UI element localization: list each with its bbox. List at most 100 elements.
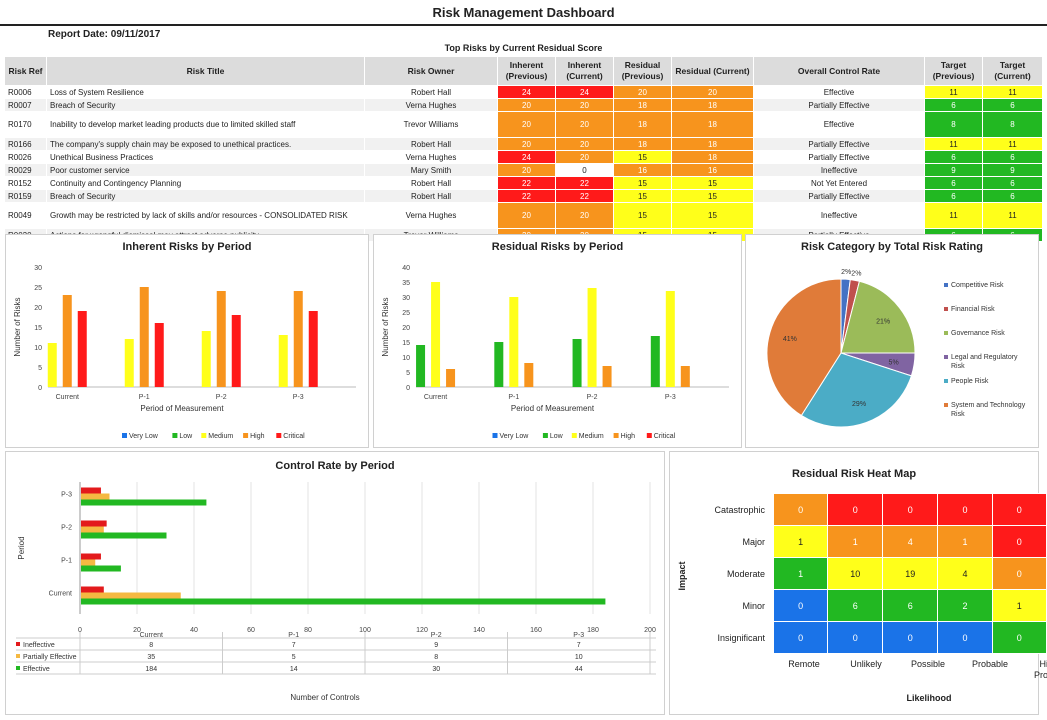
legend-swatch bbox=[944, 331, 948, 335]
table-cell: 24 bbox=[497, 85, 556, 99]
inherent-risks-chart: 0 5 10 15 20 25 30 Current P-1 P-2 P-3 Period of Me… bbox=[13, 265, 356, 440]
table-cell: 24 bbox=[555, 85, 614, 99]
legend-label-cont: Risk bbox=[951, 363, 965, 370]
x-tick-label: P-2 bbox=[216, 394, 227, 401]
table-cell: 24 bbox=[497, 150, 556, 164]
table-cell: The company's supply chain may be expose… bbox=[46, 137, 365, 151]
heatmap-cell: 4 bbox=[882, 525, 939, 558]
table-cell: Loss of System Resilience bbox=[46, 85, 365, 99]
column-header: Inherent (Current) bbox=[555, 56, 614, 86]
bar-medium bbox=[47, 343, 57, 387]
bar-low bbox=[650, 336, 660, 387]
table-cell: Verna Hughes bbox=[364, 202, 498, 229]
table-cell: 6 bbox=[982, 189, 1043, 203]
y-tick-label: Current bbox=[49, 591, 72, 598]
x-tick-label: P-3 bbox=[293, 394, 304, 401]
table-cell: 15 bbox=[613, 202, 672, 229]
legend-label: Legal and Regulatory bbox=[951, 354, 1018, 361]
heatmap-likelihood-label: Likelihood bbox=[906, 693, 952, 703]
report-date: Report Date: 09/11/2017 bbox=[48, 29, 161, 40]
table-cell: 15 bbox=[671, 189, 754, 203]
table-cell: 22 bbox=[555, 189, 614, 203]
heatmap-cell: 0 bbox=[772, 493, 829, 526]
legend-swatch bbox=[944, 307, 948, 311]
table-cell: 16 bbox=[671, 163, 754, 177]
bar-medium bbox=[201, 331, 211, 387]
table-value: 5 bbox=[292, 654, 296, 661]
heatmap-row-label: Catastrophic bbox=[714, 504, 765, 515]
table-value: 7 bbox=[577, 642, 581, 649]
table-cell: 6 bbox=[982, 98, 1043, 112]
table-cell: 20 bbox=[555, 98, 614, 112]
y-axis-title: Period bbox=[17, 536, 26, 559]
table-value: 184 bbox=[145, 666, 157, 673]
heatmap-col-label: Probable bbox=[971, 659, 1009, 669]
table-cell: 20 bbox=[555, 202, 614, 229]
bar-high bbox=[524, 363, 534, 387]
table-cell: R0026 bbox=[4, 150, 47, 164]
heatmap-title: Residual Risk Heat Map bbox=[791, 468, 917, 480]
y-tick-label: P-2 bbox=[61, 525, 72, 532]
column-header: Risk Ref bbox=[4, 56, 47, 86]
table-cell: 6 bbox=[982, 176, 1043, 190]
bar-low bbox=[416, 345, 426, 387]
bar-high bbox=[602, 366, 612, 387]
heatmap-cell: 1 bbox=[991, 589, 1047, 622]
heatmap-cell: 6 bbox=[882, 589, 939, 622]
table-cell: Partially Effective bbox=[753, 137, 925, 151]
column-header: Overall Control Rate bbox=[753, 56, 925, 86]
y-tick-label: 10 bbox=[402, 355, 410, 362]
table-row: R0006 Loss of System Resilience Robert Hal… bbox=[4, 85, 1043, 99]
y-axis-title: Number of Risks bbox=[381, 297, 390, 356]
x-tick-label: 60 bbox=[247, 627, 255, 634]
table-cell: 20 bbox=[497, 98, 556, 112]
legend-label: Partially Effective bbox=[23, 654, 77, 661]
legend-label: Medium bbox=[208, 433, 233, 440]
bar-high bbox=[62, 295, 72, 387]
bar-high bbox=[216, 291, 226, 387]
table-cell: R0029 bbox=[4, 163, 47, 177]
table-cell: 6 bbox=[924, 189, 983, 203]
table-cell: 11 bbox=[924, 137, 983, 151]
table-cell: R0152 bbox=[4, 176, 47, 190]
legend-label: High bbox=[621, 433, 636, 440]
table-cell: 0 bbox=[555, 163, 614, 177]
table-header: P-1 bbox=[288, 632, 299, 639]
pie-slice bbox=[840, 280, 916, 354]
heatmap-cell: 0 bbox=[827, 621, 884, 654]
x-tick-label: P-1 bbox=[508, 394, 519, 401]
bar-effective bbox=[81, 598, 606, 605]
x-tick-label: 0 bbox=[78, 627, 82, 634]
table-title: Top Risks by Current Residual Score bbox=[444, 43, 603, 53]
table-value: 8 bbox=[434, 654, 438, 661]
table-header: P-3 bbox=[573, 632, 584, 639]
table-cell: 20 bbox=[497, 202, 556, 229]
legend-label: Critical bbox=[654, 433, 676, 440]
bar-partially-effective bbox=[81, 526, 104, 533]
table-cell: 15 bbox=[671, 176, 754, 190]
bar-ineffective bbox=[81, 487, 101, 494]
table-cell: 18 bbox=[613, 137, 672, 151]
heatmap-cell: 0 bbox=[991, 525, 1047, 558]
heatmap-likelihood-labels: Remote Unlikely Possible Probable Highly Pro… bbox=[773, 657, 1047, 685]
column-header: Inherent (Previous) bbox=[497, 56, 556, 86]
heatmap-cell: 0 bbox=[827, 493, 884, 526]
table-cell: Trevor Williams bbox=[364, 111, 498, 138]
pie-data-label: 41% bbox=[783, 336, 797, 343]
bar-high bbox=[680, 366, 690, 387]
bar-critical bbox=[77, 311, 87, 387]
x-axis-title: Number of Controls bbox=[290, 693, 359, 702]
legend-label: Critical bbox=[283, 433, 305, 440]
bar-partially-effective bbox=[81, 493, 110, 500]
y-tick-label: 30 bbox=[402, 295, 410, 302]
column-header: Target (Previous) bbox=[924, 56, 983, 86]
legend-label: Very Low bbox=[500, 433, 530, 440]
table-value: 14 bbox=[290, 666, 298, 673]
table-cell: 18 bbox=[671, 98, 754, 112]
heatmap-row-label: Insignificant bbox=[717, 632, 765, 643]
legend-swatch bbox=[944, 283, 948, 287]
table-row: R0029 Poor customer service Mary Smith 20 0 1… bbox=[4, 163, 1043, 177]
table-cell: 20 bbox=[613, 85, 672, 99]
bar-medium bbox=[278, 335, 288, 387]
pie-data-label: 29% bbox=[852, 401, 866, 408]
